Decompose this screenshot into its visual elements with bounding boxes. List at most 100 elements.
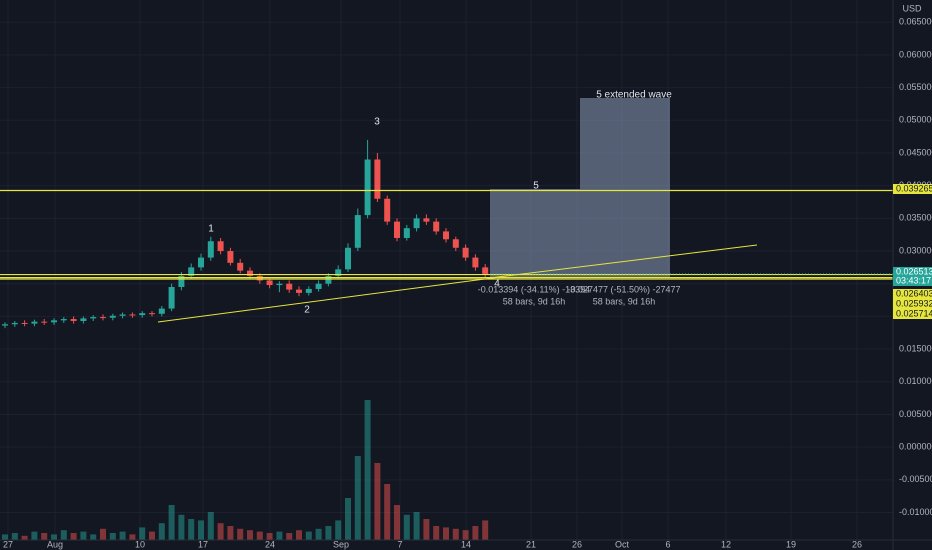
price-label-box <box>893 309 932 319</box>
candle-body <box>384 198 391 222</box>
currency: USD <box>902 3 922 13</box>
candle-body <box>178 275 185 287</box>
candle-body <box>129 314 136 316</box>
x-tick-label: Aug <box>47 539 63 549</box>
measure-label: 58 bars, 9d 16h <box>503 296 566 306</box>
candle-body <box>374 159 381 199</box>
candle-body <box>41 321 48 323</box>
candle-body <box>315 283 322 289</box>
candle-body <box>168 286 175 309</box>
candle-body <box>433 221 440 232</box>
candle-body <box>31 321 38 324</box>
price-label: 0.026403 <box>896 288 932 298</box>
candle-body <box>11 322 18 325</box>
x-tick-label: 19 <box>786 539 796 549</box>
candle-body <box>70 319 77 321</box>
trend-line <box>489 244 758 279</box>
candle-body <box>482 267 489 274</box>
projection-box <box>490 189 580 278</box>
y-tick-label: 0.000000 <box>899 442 932 452</box>
plot <box>0 139 893 540</box>
candle-body <box>21 322 28 324</box>
x-tick-label: 26 <box>852 539 862 549</box>
candle-body <box>2 324 8 326</box>
x-tick-label: 10 <box>135 539 145 549</box>
x-tick-label: Sep <box>333 539 349 549</box>
x-tick-label: 12 <box>721 539 731 549</box>
price-label: 0.039265 <box>896 183 932 193</box>
candle-body <box>286 283 293 290</box>
candle-body <box>305 288 312 293</box>
candle-body <box>266 280 273 286</box>
candle-body <box>325 275 332 284</box>
candle-body <box>139 313 146 316</box>
countdown: 03:43:17 <box>896 275 931 285</box>
candle-body <box>207 241 214 258</box>
x-tick-label: 21 <box>526 539 536 549</box>
x-tick-label: 26 <box>572 539 582 549</box>
candle-body <box>60 319 67 321</box>
candle-body <box>423 218 430 222</box>
price-label-box <box>893 184 932 194</box>
candle-body <box>364 159 371 216</box>
candle-body <box>403 228 410 238</box>
candle-body <box>472 257 479 268</box>
candle-body <box>413 218 420 229</box>
measure-label: -0.013394 (-34.11%) -13394 <box>478 284 590 294</box>
candle-body <box>198 257 204 268</box>
x-tick-label: 7 <box>397 539 402 549</box>
x-tick-label: 27 <box>3 539 13 549</box>
candle-body <box>237 262 244 271</box>
wave-label: 5 extended wave <box>596 90 672 101</box>
candle-body <box>452 239 459 248</box>
measure-label: -0.027477 (-51.50%) -27477 <box>567 284 680 294</box>
candle-body <box>335 269 342 276</box>
x-tick-label: 14 <box>461 539 471 549</box>
price-label-box <box>893 299 932 309</box>
candle-body <box>354 215 361 248</box>
measure-label: 58 bars, 9d 16h <box>593 296 656 306</box>
candle-body <box>217 241 224 252</box>
candle-body <box>80 318 87 321</box>
wave-label: 4 <box>494 279 500 290</box>
candle-body <box>149 313 155 315</box>
price-label: 0.025932 <box>896 298 932 308</box>
wave-label: 2 <box>304 305 310 316</box>
candle-body <box>51 320 57 323</box>
price-label-box <box>893 267 932 286</box>
candle-body <box>158 308 165 314</box>
candle-body <box>227 251 234 263</box>
wave-label: 1 <box>208 224 214 235</box>
projection-box <box>580 98 670 278</box>
x-tick-label: 6 <box>665 539 670 549</box>
candle-body <box>296 289 302 293</box>
candle-body <box>345 247 351 270</box>
candle-body <box>188 267 195 276</box>
wave-label: 5 <box>533 181 539 192</box>
candle-body <box>462 247 469 258</box>
candle-body <box>276 283 283 286</box>
trend-line <box>157 276 501 323</box>
candle-body <box>394 221 400 238</box>
x-tick-label: 17 <box>198 539 208 549</box>
candle-body <box>90 317 97 319</box>
price-label: 0.026513 <box>896 266 932 276</box>
candle-body <box>443 231 449 240</box>
candle-body <box>119 314 126 316</box>
x-tick-label: Oct <box>615 539 630 549</box>
wave-label: 3 <box>374 117 380 128</box>
